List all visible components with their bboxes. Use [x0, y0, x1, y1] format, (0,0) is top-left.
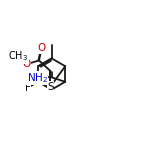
- Text: NH$_2$: NH$_2$: [27, 71, 48, 85]
- Text: O: O: [38, 43, 46, 53]
- Text: O: O: [23, 59, 31, 69]
- Text: S: S: [47, 82, 54, 92]
- Text: CH$_3$: CH$_3$: [8, 49, 28, 63]
- Text: F: F: [25, 83, 31, 93]
